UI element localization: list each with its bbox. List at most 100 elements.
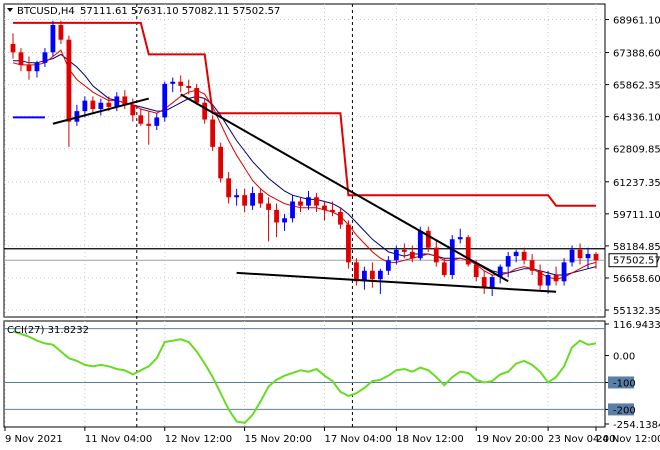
candle-body (154, 117, 160, 126)
candle-body (561, 262, 567, 282)
cci-panel (3, 320, 606, 428)
current-price-tag (608, 253, 658, 268)
cci-axis: 116.9433 0.00 -100 -200 -254.1384 (605, 320, 660, 431)
cci-tick-label: -254.1384 (613, 420, 660, 431)
price-tick-label: 68961.10 (613, 16, 660, 27)
grid (4, 4, 605, 427)
candle-body (250, 193, 255, 206)
time-axis: 9 Nov 2021 11 Nov 04:00 12 Nov 12:00 15 Nov… (4, 427, 660, 445)
trendline (236, 271, 557, 293)
cci-tick-label: 116.9433 (613, 320, 660, 331)
candle-body (122, 96, 128, 105)
price-tick-label: 62809.85 (613, 145, 660, 156)
candle-body (130, 104, 136, 116)
candle-body (10, 43, 16, 53)
time-tick-label: 19 Nov 20:00 (476, 434, 543, 445)
candle-body (393, 249, 399, 261)
candle-body (569, 249, 575, 263)
candle-body (186, 85, 192, 89)
time-tick-label: 23 Nov 04:00 (548, 434, 615, 445)
candle-body (58, 25, 64, 40)
candle-body (513, 251, 519, 257)
candle-body (146, 123, 152, 126)
price-tick-label: 56658.60 (613, 274, 660, 285)
time-tick-label: 17 Nov 04:00 (324, 434, 391, 445)
candle-body (242, 195, 247, 206)
trendline (52, 97, 150, 125)
candle-body (497, 266, 503, 278)
candle-body (585, 253, 591, 259)
candle-body (330, 209, 335, 212)
candle-body (338, 211, 343, 225)
candle-body (314, 197, 319, 206)
candle-body (457, 237, 463, 240)
price-panel (3, 3, 606, 318)
candle-body (354, 262, 359, 282)
candle-body (178, 81, 184, 86)
candle-body (66, 39, 72, 122)
candle-body (50, 25, 56, 53)
candle-body (98, 102, 104, 110)
cci-line (12, 330, 597, 424)
candle-body (114, 96, 120, 107)
candle-body (369, 270, 375, 280)
candle-body (537, 270, 543, 286)
candle-body (553, 274, 559, 282)
candle-body (194, 88, 200, 103)
chevron-down-icon[interactable] (7, 8, 13, 12)
cci-level-tag (608, 376, 634, 389)
time-tick-label: 9 Nov 2021 (5, 434, 63, 445)
price-tick-label: 55132.35 (613, 306, 660, 317)
candle-body (385, 260, 391, 271)
candle-body (202, 102, 208, 120)
candle-body (441, 262, 447, 275)
candle-body (26, 64, 32, 72)
candle-body (106, 102, 112, 107)
trendlines (52, 93, 557, 293)
candle-body (473, 264, 479, 278)
candle-body (577, 249, 583, 259)
candle-body (18, 52, 24, 65)
candle-body (545, 274, 551, 286)
candle-body (465, 237, 471, 265)
candle-body (433, 247, 439, 263)
cci-title: CCI(27) 31.8232 (7, 325, 89, 336)
candle-body (449, 239, 455, 275)
candle-body (282, 218, 287, 223)
price-tick-label: 67388.60 (613, 49, 660, 60)
candle-body (218, 146, 224, 179)
candle-body (82, 100, 88, 112)
time-tick-label: 11 Nov 04:00 (85, 434, 152, 445)
ohlc-readout: 57111.61 57631.10 57082.11 57502.57 (80, 6, 280, 17)
cci-tick-label: -200 (613, 405, 636, 416)
candle-body (346, 224, 351, 263)
candle-body (417, 230, 423, 259)
horizontal-lines (4, 248, 605, 261)
candle-body (170, 81, 176, 84)
candle-body (489, 277, 495, 288)
trendline (180, 93, 509, 283)
candle-body (322, 205, 327, 210)
candle-body (409, 251, 415, 259)
envelope-lines (13, 21, 596, 207)
candle-body (481, 277, 487, 288)
candle-body (298, 201, 303, 206)
candle-body (258, 193, 263, 204)
cci-level-tag (608, 403, 634, 416)
price-tick-label: 65862.35 (613, 81, 660, 92)
candle-body (529, 260, 535, 271)
candle-body (306, 197, 311, 206)
candle-body (42, 52, 48, 63)
candle-body (226, 178, 232, 198)
candles (10, 20, 599, 296)
candle-body (425, 230, 431, 248)
envelope-upper-line (13, 21, 596, 207)
candle-body (401, 249, 407, 252)
time-tick-label: 24 Nov 12:00 (596, 434, 660, 445)
candle-body (210, 119, 216, 147)
candle-body (34, 62, 40, 72)
candle-body (74, 111, 80, 122)
cci-indicator (4, 328, 605, 424)
candle-body (90, 100, 96, 110)
